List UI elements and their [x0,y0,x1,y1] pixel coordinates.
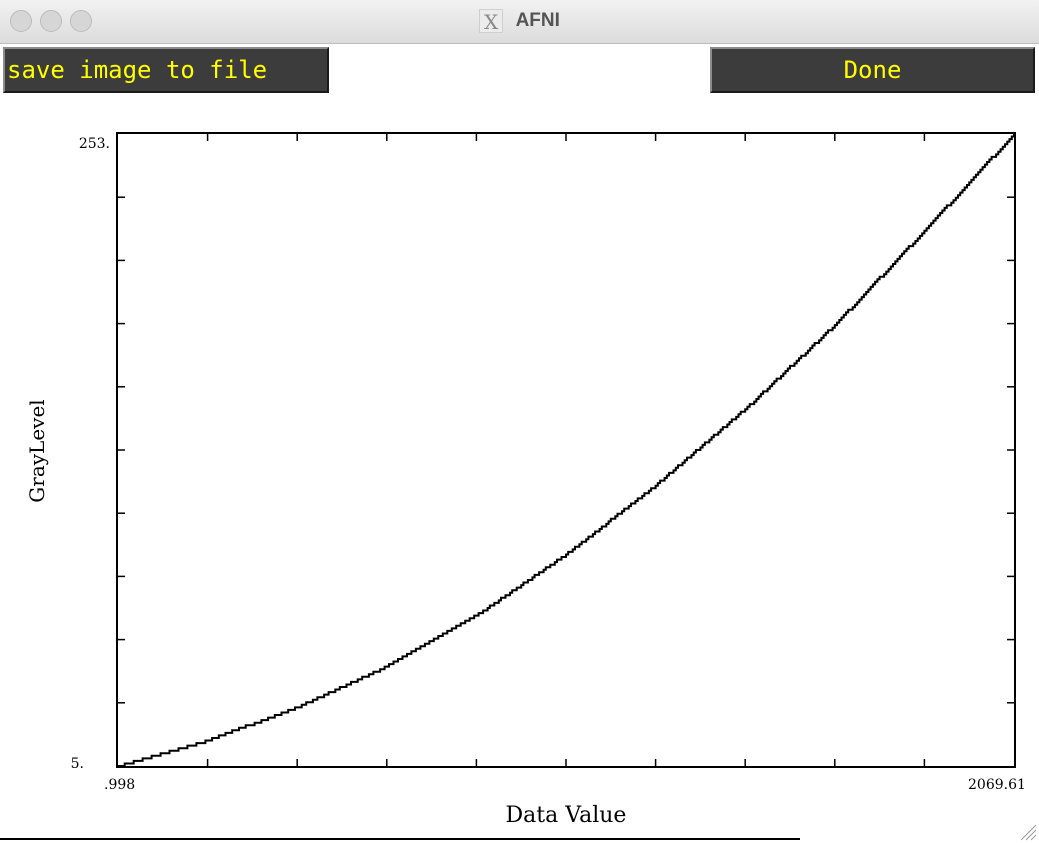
save-image-button[interactable]: save image to file [3,47,329,93]
x-min-tick-label: .998 [104,777,135,793]
x-axis-label: Data Value [506,803,627,828]
x-max-tick-label: 2069.61 [968,777,1026,793]
window-title: AFNI [515,10,560,31]
done-button[interactable]: Done [710,47,1035,93]
title-bar[interactable]: X AFNI [0,0,1039,44]
bottom-divider [0,838,800,840]
data-curve [118,134,1015,767]
y-axis-label: GrayLevel [25,399,49,502]
y-min-tick-label: 5. [71,756,84,772]
plot-frame [116,132,1016,768]
x11-logo-icon: X [479,9,504,34]
graylevel-chart: 253. 5. .998 2069.61 Data Value GrayLeve… [25,132,1026,828]
axis-ticks [118,134,1014,766]
minimize-window-button[interactable] [40,10,62,32]
window-title-group: X AFNI [0,9,1039,35]
close-window-button[interactable] [10,10,32,32]
resize-grip-icon[interactable] [1015,819,1037,841]
y-max-tick-label: 253. [79,136,110,152]
zoom-window-button[interactable] [70,10,92,32]
